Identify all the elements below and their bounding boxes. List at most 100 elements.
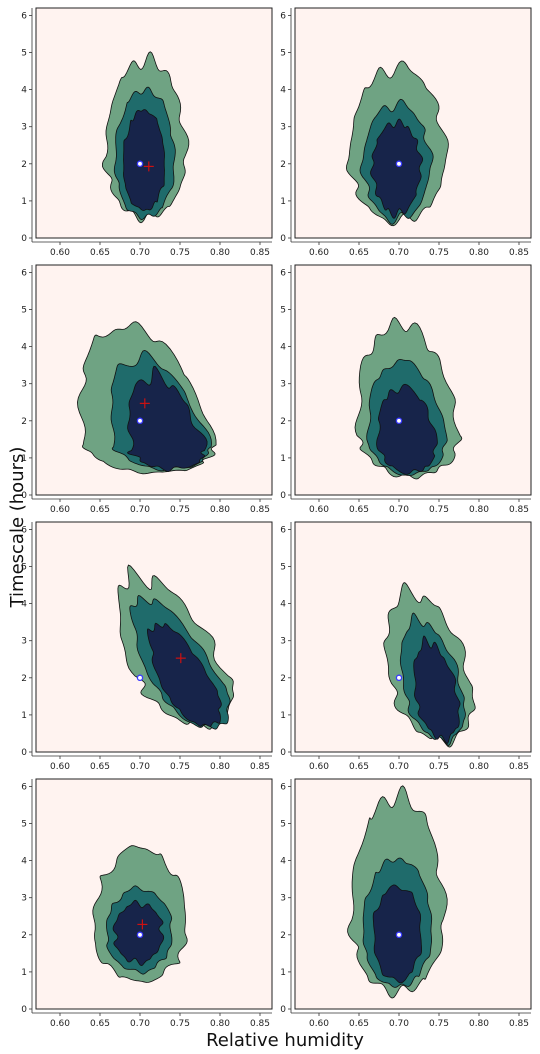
x-tick-label: 0.80 (469, 505, 489, 515)
y-tick-label: 2 (21, 674, 27, 684)
x-tick-label: 0.85 (250, 762, 270, 772)
estimate-marker (137, 919, 148, 930)
panel-7: 0.60 0.65 0.70 0.75 0.80 0.85 0 1 2 3 4 5 6 (21, 778, 273, 1029)
y-tick-label: 1 (21, 454, 27, 464)
contours (354, 316, 463, 480)
x-tick-label: 0.75 (429, 248, 449, 258)
y-tick-label: 0 (280, 234, 286, 244)
y-tick-label: 4 (21, 600, 27, 610)
x-tick-label: 0.75 (170, 762, 190, 772)
x-tick-label: 0.70 (389, 1019, 409, 1029)
estimate-marker (175, 653, 186, 664)
x-tick-label: 0.65 (349, 505, 369, 515)
x-tick-label: 0.65 (349, 762, 369, 772)
x-tick-label: 0.85 (509, 248, 529, 258)
y-tick-label: 3 (280, 380, 286, 390)
x-tick-label: 0.85 (509, 762, 529, 772)
y-tick-label: 5 (280, 563, 286, 573)
x-tick-label: 0.80 (210, 762, 230, 772)
y-tick-label: 5 (280, 49, 286, 59)
y-tick-label: 1 (280, 197, 286, 207)
panel-frame (294, 7, 532, 239)
x-tick-label: 0.70 (130, 248, 150, 258)
x-tick-label: 0.75 (429, 762, 449, 772)
y-tick-label: 0 (280, 748, 286, 758)
panel-frame (35, 778, 273, 1010)
panel-5: 0.60 0.65 0.70 0.75 0.80 0.85 0 1 2 3 4 5 6 (21, 521, 273, 772)
x-tick-label: 0.75 (170, 1019, 190, 1029)
x-tick-label: 0.60 (50, 1019, 70, 1029)
y-tick-label: 4 (21, 86, 27, 96)
panels-grid: 0.60 0.65 0.70 0.75 0.80 0.85 0 1 2 3 4 5 6 0.60 0.65 0… (21, 7, 532, 1029)
panel-8: 0.60 0.65 0.70 0.75 0.80 0.85 0 1 2 3 4 5 6 (280, 778, 532, 1029)
y-tick-label: 1 (21, 197, 27, 207)
x-tick-label: 0.75 (170, 248, 190, 258)
y-tick-label: 5 (21, 306, 27, 316)
x-tick-label: 0.85 (250, 1019, 270, 1029)
y-tick-label: 2 (280, 160, 286, 170)
y-tick-label: 3 (280, 123, 286, 133)
true-value-marker (136, 674, 144, 682)
contour-inner (127, 365, 208, 472)
y-tick-label: 2 (280, 674, 286, 684)
true-value-marker (136, 417, 144, 425)
y-axis-label: Timescale (hours) (7, 447, 28, 609)
y-tick-label: 0 (21, 491, 27, 501)
x-tick-label: 0.65 (349, 248, 369, 258)
y-tick-label: 1 (280, 711, 286, 721)
y-tick-label: 4 (280, 600, 286, 610)
y-tick-label: 6 (280, 11, 286, 21)
y-tick-label: 0 (280, 1005, 286, 1015)
y-tick-label: 4 (280, 86, 286, 96)
x-tick-label: 0.60 (309, 762, 329, 772)
panel-1: 0.60 0.65 0.70 0.75 0.80 0.85 0 1 2 3 4 5 6 (21, 7, 273, 258)
y-tick-label: 3 (21, 380, 27, 390)
x-tick-label: 0.60 (50, 505, 70, 515)
x-tick-label: 0.80 (210, 1019, 230, 1029)
y-tick-label: 6 (21, 11, 27, 21)
y-tick-label: 6 (280, 782, 286, 792)
x-tick-label: 0.60 (309, 248, 329, 258)
y-tick-label: 1 (280, 454, 286, 464)
y-tick-label: 5 (280, 306, 286, 316)
y-tick-label: 6 (21, 782, 27, 792)
y-tick-label: 1 (21, 711, 27, 721)
estimate-marker (139, 398, 150, 409)
panel-4: 0.60 0.65 0.70 0.75 0.80 0.85 0 1 2 3 4 5 6 (280, 264, 532, 515)
panel-6: 0.60 0.65 0.70 0.75 0.80 0.85 0 1 2 3 4 5 6 (280, 521, 532, 772)
x-tick-label: 0.80 (469, 248, 489, 258)
contours (345, 60, 449, 227)
contour-inner (376, 383, 438, 475)
y-tick-label: 2 (21, 417, 27, 427)
y-tick-label: 0 (21, 1005, 27, 1015)
x-tick-label: 0.70 (389, 762, 409, 772)
contours (92, 845, 188, 983)
panel-frame (35, 7, 273, 239)
panel-2: 0.60 0.65 0.70 0.75 0.80 0.85 0 1 2 3 4 5 6 (280, 7, 532, 258)
y-tick-label: 3 (21, 637, 27, 647)
x-tick-label: 0.65 (90, 505, 110, 515)
y-tick-label: 3 (280, 894, 286, 904)
x-tick-label: 0.85 (509, 505, 529, 515)
x-tick-label: 0.80 (210, 505, 230, 515)
y-tick-label: 2 (280, 417, 286, 427)
x-axis-label: Relative humidity (206, 1030, 364, 1051)
contours (347, 785, 448, 999)
y-tick-label: 4 (280, 343, 286, 353)
panel-frame (35, 521, 273, 753)
x-tick-label: 0.60 (50, 248, 70, 258)
y-tick-label: 3 (21, 123, 27, 133)
estimate-marker (143, 161, 154, 172)
y-tick-label: 1 (21, 968, 27, 978)
contours (76, 321, 217, 475)
panel-frame (294, 264, 532, 496)
y-tick-label: 2 (280, 931, 286, 941)
y-tick-label: 4 (280, 857, 286, 867)
x-tick-label: 0.65 (90, 248, 110, 258)
x-tick-label: 0.70 (130, 505, 150, 515)
true-value-marker (395, 160, 403, 168)
panel-frame (294, 521, 532, 753)
x-tick-label: 0.60 (309, 1019, 329, 1029)
panel-frame (35, 264, 273, 496)
